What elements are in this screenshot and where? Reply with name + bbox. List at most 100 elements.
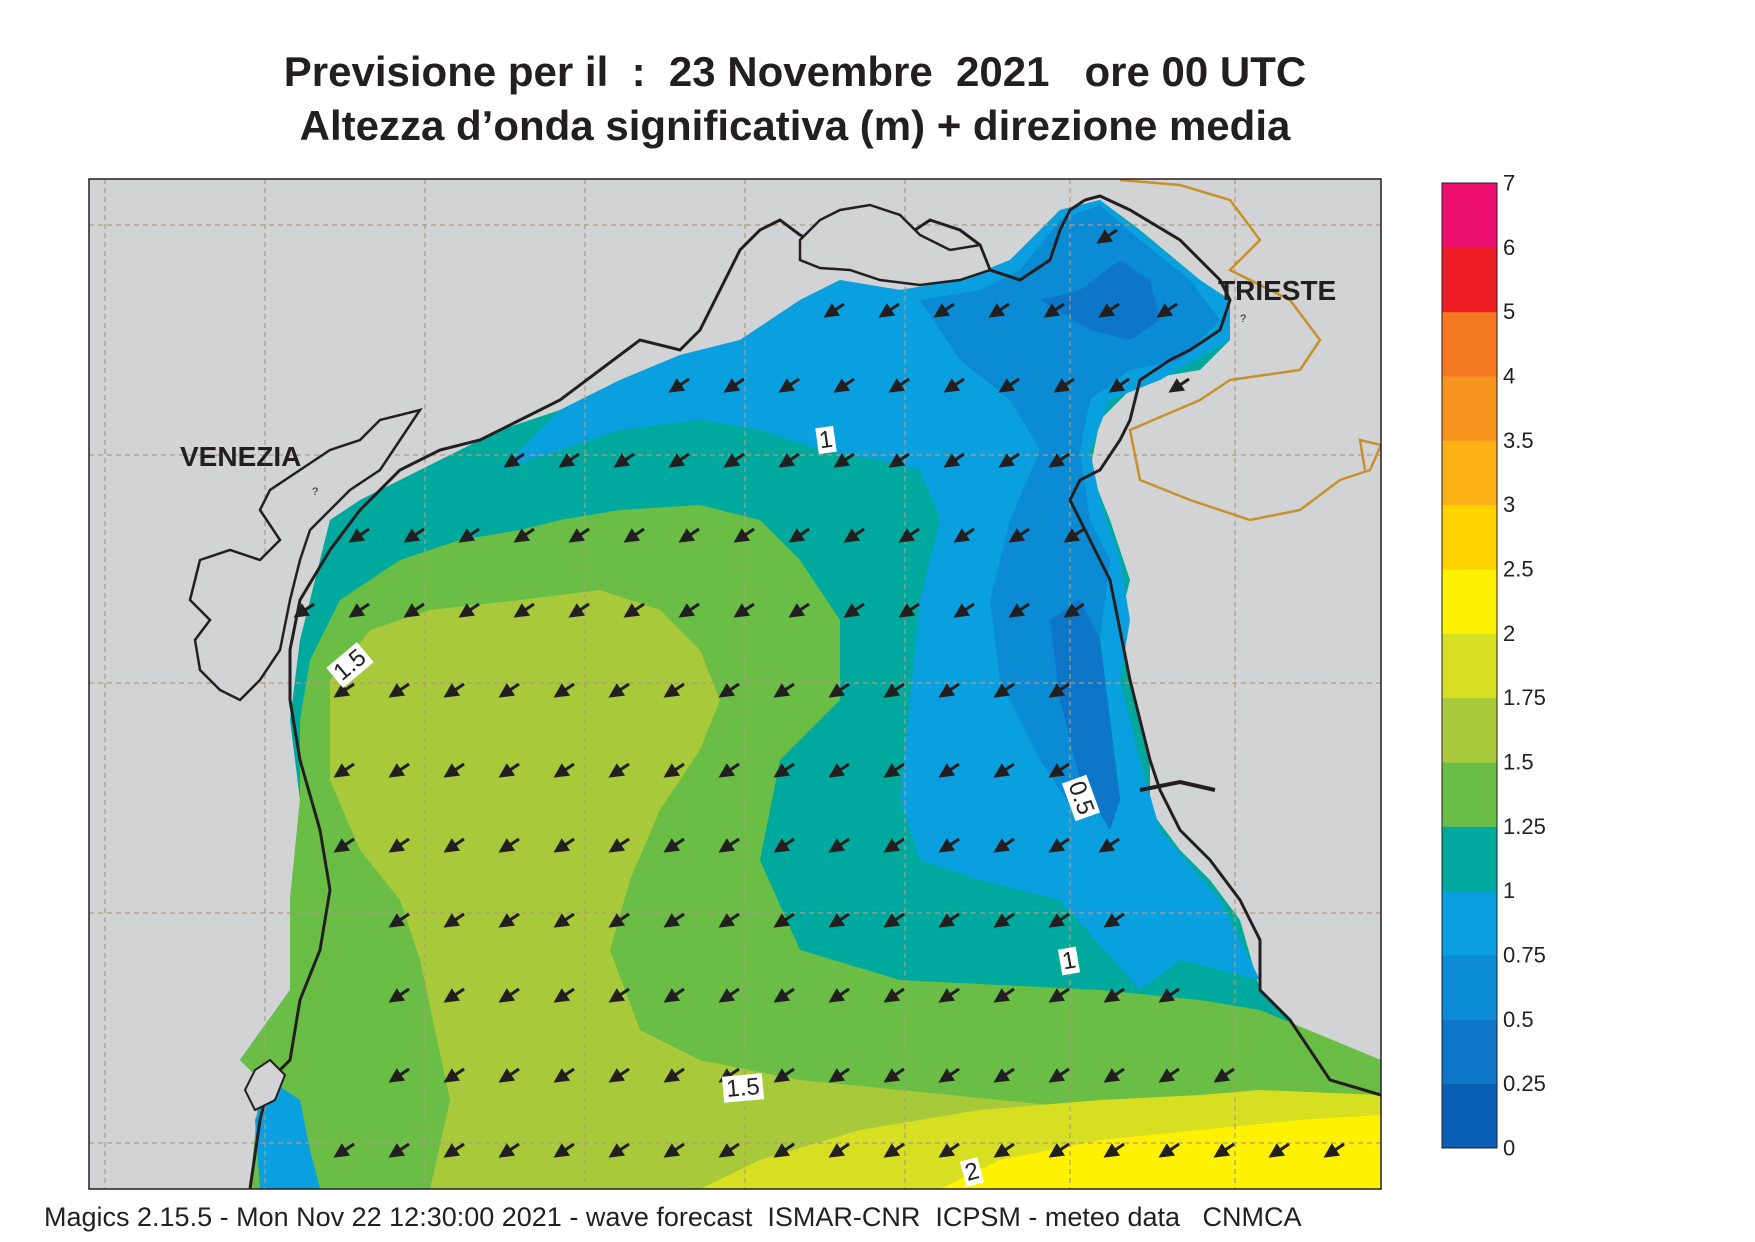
legend-tick-label: 0.25 — [1503, 1071, 1546, 1096]
wave-direction-arrow — [1103, 1142, 1125, 1158]
wave-direction-arrow — [938, 682, 960, 698]
legend-swatch — [1442, 762, 1497, 827]
wave-direction-arrow — [388, 837, 410, 853]
wave-direction-arrow — [608, 762, 630, 778]
wave-direction-arrow — [498, 1067, 520, 1083]
wave-direction-arrow — [443, 762, 465, 778]
wave-direction-arrow — [498, 1142, 520, 1158]
legend-swatch — [1442, 826, 1497, 892]
wave-direction-arrow — [938, 912, 960, 928]
color-legend: 0 0.25 0.5 0.75 1 1.25 1.5 1.75 2 2.5 3 3.5 4 5 6 7 — [1441, 171, 1546, 1161]
wave-direction-arrow — [388, 1067, 410, 1083]
wave-direction-arrow — [938, 1142, 960, 1158]
wave-direction-arrow — [773, 682, 795, 698]
wave-direction-arrow — [773, 912, 795, 928]
wave-direction-arrow — [558, 452, 580, 468]
wave-direction-arrow — [883, 762, 905, 778]
wave-direction-arrow — [503, 452, 525, 468]
wave-direction-arrow — [718, 1142, 740, 1158]
wave-direction-arrow — [898, 527, 920, 543]
wave-direction-arrow — [1048, 762, 1070, 778]
wave-direction-arrow — [678, 602, 700, 618]
wave-direction-arrow — [828, 912, 850, 928]
wave-direction-arrow — [663, 682, 685, 698]
wave-direction-arrow — [883, 837, 905, 853]
wave-direction-arrow — [498, 837, 520, 853]
wave-direction-arrow — [1053, 377, 1075, 393]
wave-direction-arrow — [1108, 377, 1130, 393]
wave-direction-arrow — [678, 527, 700, 543]
wave-direction-arrow — [333, 837, 355, 853]
wave-direction-arrow — [953, 527, 975, 543]
wave-direction-arrow — [553, 1067, 575, 1083]
legend-tick-label: 3 — [1503, 492, 1515, 517]
wave-direction-arrow — [828, 1067, 850, 1083]
legend-swatch — [1442, 569, 1497, 634]
wave-direction-arrow — [553, 762, 575, 778]
wave-direction-arrow — [388, 1142, 410, 1158]
wave-direction-arrow — [938, 987, 960, 1003]
lagoon-outline — [188, 408, 423, 702]
wave-direction-arrow — [1158, 1067, 1180, 1083]
legend-tick-label: 0.5 — [1503, 1007, 1534, 1032]
wave-direction-arrow — [403, 527, 425, 543]
wave-direction-arrow — [943, 377, 965, 393]
wave-direction-arrow — [1103, 1067, 1125, 1083]
wave-direction-arrow — [663, 837, 685, 853]
wave-direction-arrow — [1008, 527, 1030, 543]
wave-direction-arrow — [718, 987, 740, 1003]
contour-label: 1.5 — [725, 1073, 761, 1103]
wave-direction-arrow — [1048, 987, 1070, 1003]
island-outline-south — [243, 1058, 287, 1112]
wave-direction-arrow — [718, 837, 740, 853]
wave-direction-arrow — [773, 987, 795, 1003]
wave-direction-arrow — [443, 837, 465, 853]
wave-direction-arrow — [773, 837, 795, 853]
legend-tick-label: 1.5 — [1503, 750, 1534, 775]
wave-direction-arrow — [1043, 302, 1065, 318]
wave-direction-arrow — [608, 1067, 630, 1083]
map-frame — [88, 178, 1382, 1190]
wave-direction-arrow — [998, 377, 1020, 393]
wave-direction-arrow — [1048, 452, 1070, 468]
wave-direction-arrow — [993, 912, 1015, 928]
wave-direction-arrow — [883, 912, 905, 928]
wave-direction-arrow — [443, 1142, 465, 1158]
wave-direction-arrow — [828, 682, 850, 698]
wave-direction-arrow — [458, 602, 480, 618]
wave-direction-arrow — [553, 1142, 575, 1158]
wave-direction-arrow — [1323, 1142, 1345, 1158]
wave-direction-arrow — [993, 762, 1015, 778]
legend-tick-label: 3.5 — [1503, 428, 1534, 453]
wave-direction-arrow — [613, 452, 635, 468]
contour-label: 1 — [1060, 947, 1078, 976]
wave-direction-arrow — [553, 837, 575, 853]
wave-direction-arrow — [778, 377, 800, 393]
wave-direction-arrow — [498, 987, 520, 1003]
wave-direction-arrow — [608, 912, 630, 928]
wave-direction-arrow — [498, 912, 520, 928]
legend-tick-label: 7 — [1503, 171, 1515, 196]
wave-direction-arrow — [898, 602, 920, 618]
legend-swatch — [1442, 955, 1497, 1020]
legend-tick-label: 2 — [1503, 621, 1515, 646]
map-title-line1: Previsione per il : 23 Novembre 2021 ore… — [283, 48, 1307, 95]
wave-direction-arrow — [1063, 527, 1085, 543]
wave-direction-arrow — [608, 837, 630, 853]
wave-direction-arrow — [443, 912, 465, 928]
wave-direction-arrow — [568, 602, 590, 618]
wave-direction-arrow — [388, 912, 410, 928]
city-label-trieste: TRIESTE — [1218, 275, 1336, 306]
wave-direction-arrow — [828, 837, 850, 853]
wave-direction-arrow — [553, 912, 575, 928]
wave-direction-arrow — [828, 762, 850, 778]
wave-direction-arrow — [623, 527, 645, 543]
wave-direction-arrow — [663, 1142, 685, 1158]
wave-direction-arrow — [718, 682, 740, 698]
legend-swatch — [1442, 247, 1497, 313]
wave-direction-arrow — [888, 452, 910, 468]
wave-direction-arrow — [1213, 1142, 1235, 1158]
wave-direction-arrow — [883, 682, 905, 698]
wave-direction-arrow — [843, 527, 865, 543]
wave-direction-arrow — [773, 762, 795, 778]
